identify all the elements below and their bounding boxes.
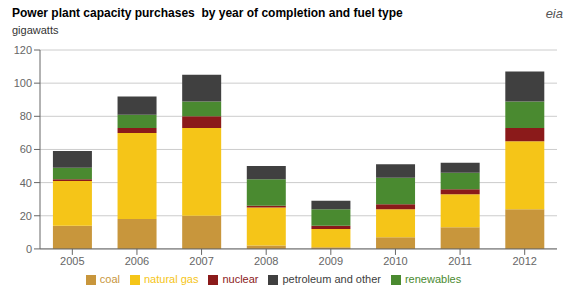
svg-text:2010: 2010 <box>383 255 407 267</box>
svg-text:2011: 2011 <box>448 255 472 267</box>
html-text:eia: eia <box>545 6 563 21</box>
svg-text:2005: 2005 <box>60 255 84 267</box>
svg-text:2008: 2008 <box>254 255 278 267</box>
svg-text:2009: 2009 <box>319 255 343 267</box>
svg-text:2007: 2007 <box>189 255 213 267</box>
html-text:Power plant capacity purchases: Power plant capacity purchases by year o… <box>12 6 403 20</box>
svg-text:2012: 2012 <box>512 255 536 267</box>
svg-text:120: 120 <box>14 44 32 56</box>
svg-text:60: 60 <box>20 143 32 155</box>
html-text:gigawatts: gigawatts <box>12 24 59 36</box>
svg-text:0: 0 <box>26 243 32 255</box>
html-text:coal: coal <box>99 272 120 285</box>
svg-text:20: 20 <box>20 210 32 222</box>
svg-text:40: 40 <box>20 177 32 189</box>
svg-text:2006: 2006 <box>125 255 149 267</box>
html-text:renewables: renewables <box>404 272 462 285</box>
svg-text:100: 100 <box>14 77 32 89</box>
svg-text:80: 80 <box>20 110 32 122</box>
html-text:natural gas: natural gas <box>144 272 199 285</box>
html-text:petroleum and other: petroleum and other <box>282 272 381 285</box>
html-text:nuclear: nuclear <box>222 272 259 285</box>
